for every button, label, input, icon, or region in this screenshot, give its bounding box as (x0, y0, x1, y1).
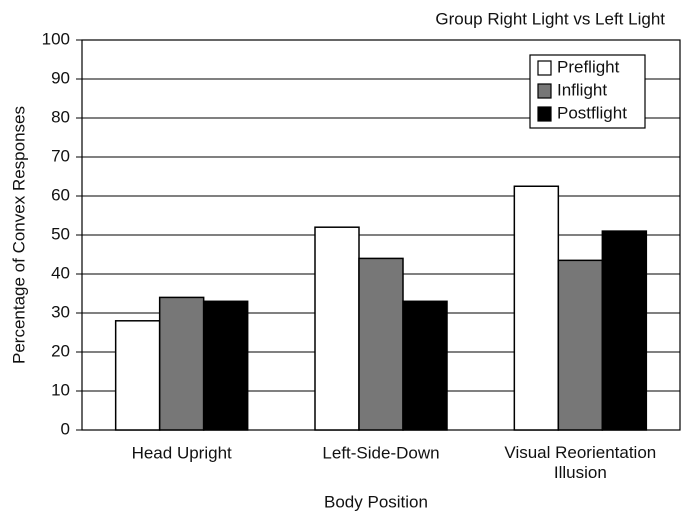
bar (314, 226, 360, 431)
legend-label: Preflight (557, 57, 620, 76)
x-tick-label-line: Illusion (554, 463, 607, 482)
y-tick-label: 60 (51, 185, 70, 204)
bar (202, 300, 249, 431)
y-axis-label: Percentage of Convex Responses (9, 106, 28, 364)
y-tick-label: 50 (51, 224, 70, 243)
legend-label: Postflight (557, 103, 627, 122)
y-tick-label: 40 (51, 263, 70, 282)
bar (557, 259, 604, 431)
legend-swatch (537, 106, 552, 122)
bar (513, 185, 560, 431)
bar (402, 300, 448, 431)
y-tick-label: 30 (51, 302, 70, 321)
y-tick-label: 20 (51, 341, 70, 360)
y-tick-label: 10 (51, 380, 70, 399)
bar (601, 230, 648, 431)
y-tick-label: 0 (61, 419, 70, 438)
bar (158, 296, 205, 431)
x-tick-label: Left-Side-Down (322, 443, 439, 462)
y-tick-label: 70 (51, 146, 70, 165)
chart-title: Group Right Light vs Left Light (435, 9, 665, 28)
x-axis-label: Body Position (324, 492, 428, 511)
legend-label: Inflight (557, 80, 607, 99)
x-tick-label: Head Upright (132, 443, 232, 462)
bar (114, 320, 161, 431)
x-tick-label: Visual Reorientation Illusion (504, 443, 656, 482)
x-tick-label-line: Visual Reorientation (504, 443, 656, 462)
legend-swatch (537, 83, 552, 99)
legend-swatch (537, 60, 552, 76)
y-tick-label: 80 (51, 107, 70, 126)
y-tick-label: 100 (42, 29, 70, 48)
bar (358, 257, 404, 431)
y-tick-label: 90 (51, 68, 70, 87)
